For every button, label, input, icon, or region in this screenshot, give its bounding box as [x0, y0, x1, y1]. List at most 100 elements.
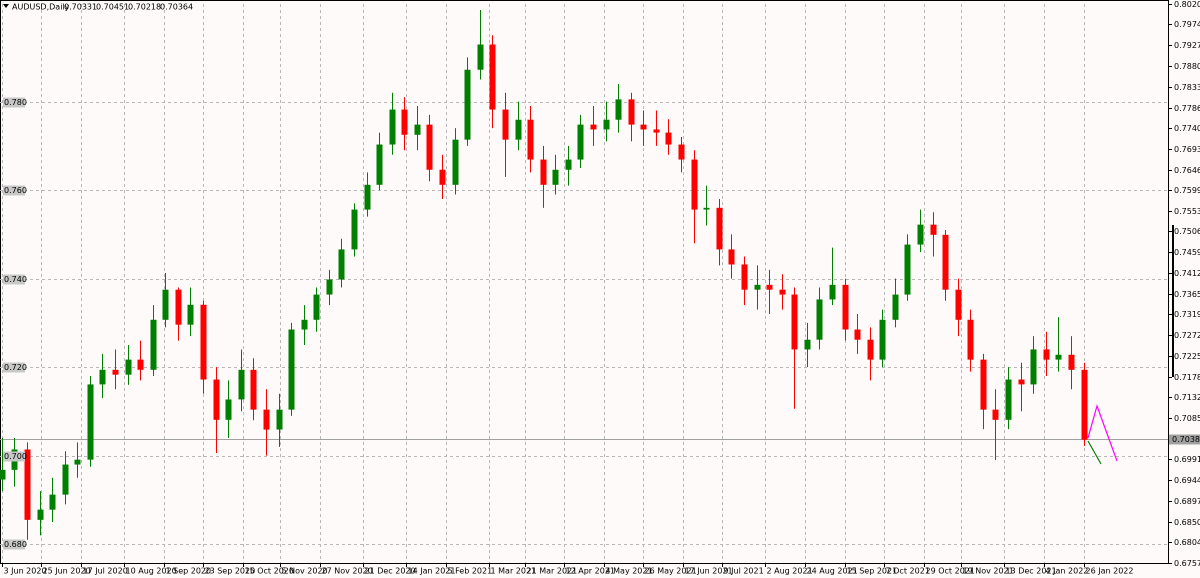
current-price-box	[1169, 434, 1200, 445]
x-tick-label: 26 May 2021	[645, 567, 697, 576]
level-label: 0.680	[4, 540, 27, 549]
level-label-box	[3, 97, 25, 108]
candle-body	[162, 289, 169, 320]
candle-body	[301, 319, 308, 330]
candle-body	[779, 289, 786, 295]
y-tick-label: 0.75065	[1174, 227, 1200, 236]
candle-body	[351, 209, 358, 250]
candle-body	[477, 44, 484, 70]
candle-body	[942, 234, 949, 290]
candle-body	[213, 379, 220, 420]
candle-body	[1005, 379, 1012, 420]
level-label-box	[3, 539, 25, 550]
level-label: 0.700	[4, 452, 27, 461]
candle-body	[376, 144, 383, 185]
ohlc-value: 0.70451	[96, 3, 129, 12]
candle-body	[804, 339, 811, 350]
candle-body	[0, 469, 6, 480]
y-tick-label: 0.68975	[1174, 497, 1200, 506]
x-tick-label: 21 Dec 2020	[365, 567, 416, 576]
projection-line-up	[1087, 404, 1118, 462]
candle-body	[288, 329, 295, 410]
y-tick-label: 0.70855	[1174, 414, 1200, 423]
candle-body	[930, 224, 937, 235]
y-tick-label: 0.73195	[1174, 310, 1200, 319]
candle-body	[741, 264, 748, 290]
candle-body	[967, 319, 974, 360]
y-tick-label: 0.72725	[1174, 331, 1200, 340]
x-tick-label: 26 Jan 2022	[1086, 567, 1134, 576]
x-tick-label: 23 Sep 2020	[205, 567, 256, 576]
candles-layer	[0, 9, 1168, 540]
candle-body	[250, 369, 257, 410]
candle-body	[1018, 379, 1025, 385]
x-tick-label: 12 Apr 2021	[566, 567, 615, 576]
x-tick-label: 4 May 2021	[606, 567, 653, 576]
level-label: 0.740	[4, 275, 27, 284]
candle-body	[37, 509, 44, 520]
candle-body	[200, 304, 207, 380]
candle-body	[955, 289, 962, 320]
x-tick-label: 13 Dec 2021	[1006, 567, 1057, 576]
plot-frame	[0, 0, 1169, 564]
y-tick-label: 0.77405	[1174, 124, 1200, 133]
x-tick-label: 1 Sep 2020	[166, 567, 212, 576]
candle-body	[414, 124, 421, 135]
candle-body	[904, 244, 911, 295]
candle-body	[552, 169, 559, 185]
candle-body	[515, 119, 522, 140]
y-tick-label: 0.73655	[1174, 290, 1200, 299]
y-tick-label: 0.75535	[1174, 207, 1200, 216]
candle-body	[565, 159, 572, 170]
y-tick-label: 0.75995	[1174, 186, 1200, 195]
candle-body	[603, 119, 610, 130]
grid-layer	[0, 4, 1168, 563]
candle-body	[489, 44, 496, 110]
x-tick-label: 21 Mar 2021	[527, 567, 578, 576]
x-tick-label: 17 Jul 2020	[83, 567, 128, 576]
projection-line-down	[1087, 440, 1102, 465]
y-tick-label: 0.68045	[1174, 538, 1200, 547]
menu-arrow[interactable]	[3, 4, 9, 8]
ohlc-value: 0.70218	[128, 3, 161, 12]
y-tick-label: 0.69445	[1174, 476, 1200, 485]
ohlc-value: 0.70331	[64, 3, 97, 12]
y-tick-label: 0.79745	[1174, 20, 1200, 29]
candle-body	[389, 109, 396, 145]
candle-body	[665, 132, 672, 145]
candle-body	[225, 399, 232, 420]
candle-body	[754, 284, 761, 290]
candle-body	[99, 369, 106, 385]
y-tick-label: 0.68505	[1174, 518, 1200, 527]
level-label: 0.780	[4, 98, 27, 107]
candle-body	[728, 249, 735, 265]
candle-body	[464, 69, 471, 140]
candle-body	[49, 494, 56, 510]
x-tick-label: 19 Nov 2021	[963, 567, 1014, 576]
candle-body	[401, 109, 408, 135]
candle-body	[842, 284, 849, 330]
candle-body	[338, 249, 345, 280]
candle-body	[452, 139, 459, 185]
y-tick-label: 0.71325	[1174, 393, 1200, 402]
candle-body	[238, 369, 245, 400]
candle-body	[326, 279, 333, 295]
candle-body	[175, 289, 182, 325]
candle-body	[577, 124, 584, 160]
level-label: 0.760	[4, 186, 27, 195]
candle-body	[703, 207, 710, 210]
x-tick-label: 2 Aug 2021	[767, 567, 813, 576]
y-tick-label: 0.74595	[1174, 248, 1200, 257]
candle-body	[1055, 354, 1062, 360]
candle-body	[917, 224, 924, 245]
level-label-box	[3, 185, 25, 196]
x-tick-label: 27 Nov 2020	[322, 567, 373, 576]
candle-body	[439, 169, 446, 185]
x-tick-label: 9 Jul 2021	[724, 567, 764, 576]
candle-body	[87, 384, 94, 460]
x-tick-label: 5 Feb 2021	[448, 567, 493, 576]
candle-body	[1043, 349, 1050, 360]
candle-body	[628, 99, 635, 125]
candle-body	[892, 294, 899, 320]
